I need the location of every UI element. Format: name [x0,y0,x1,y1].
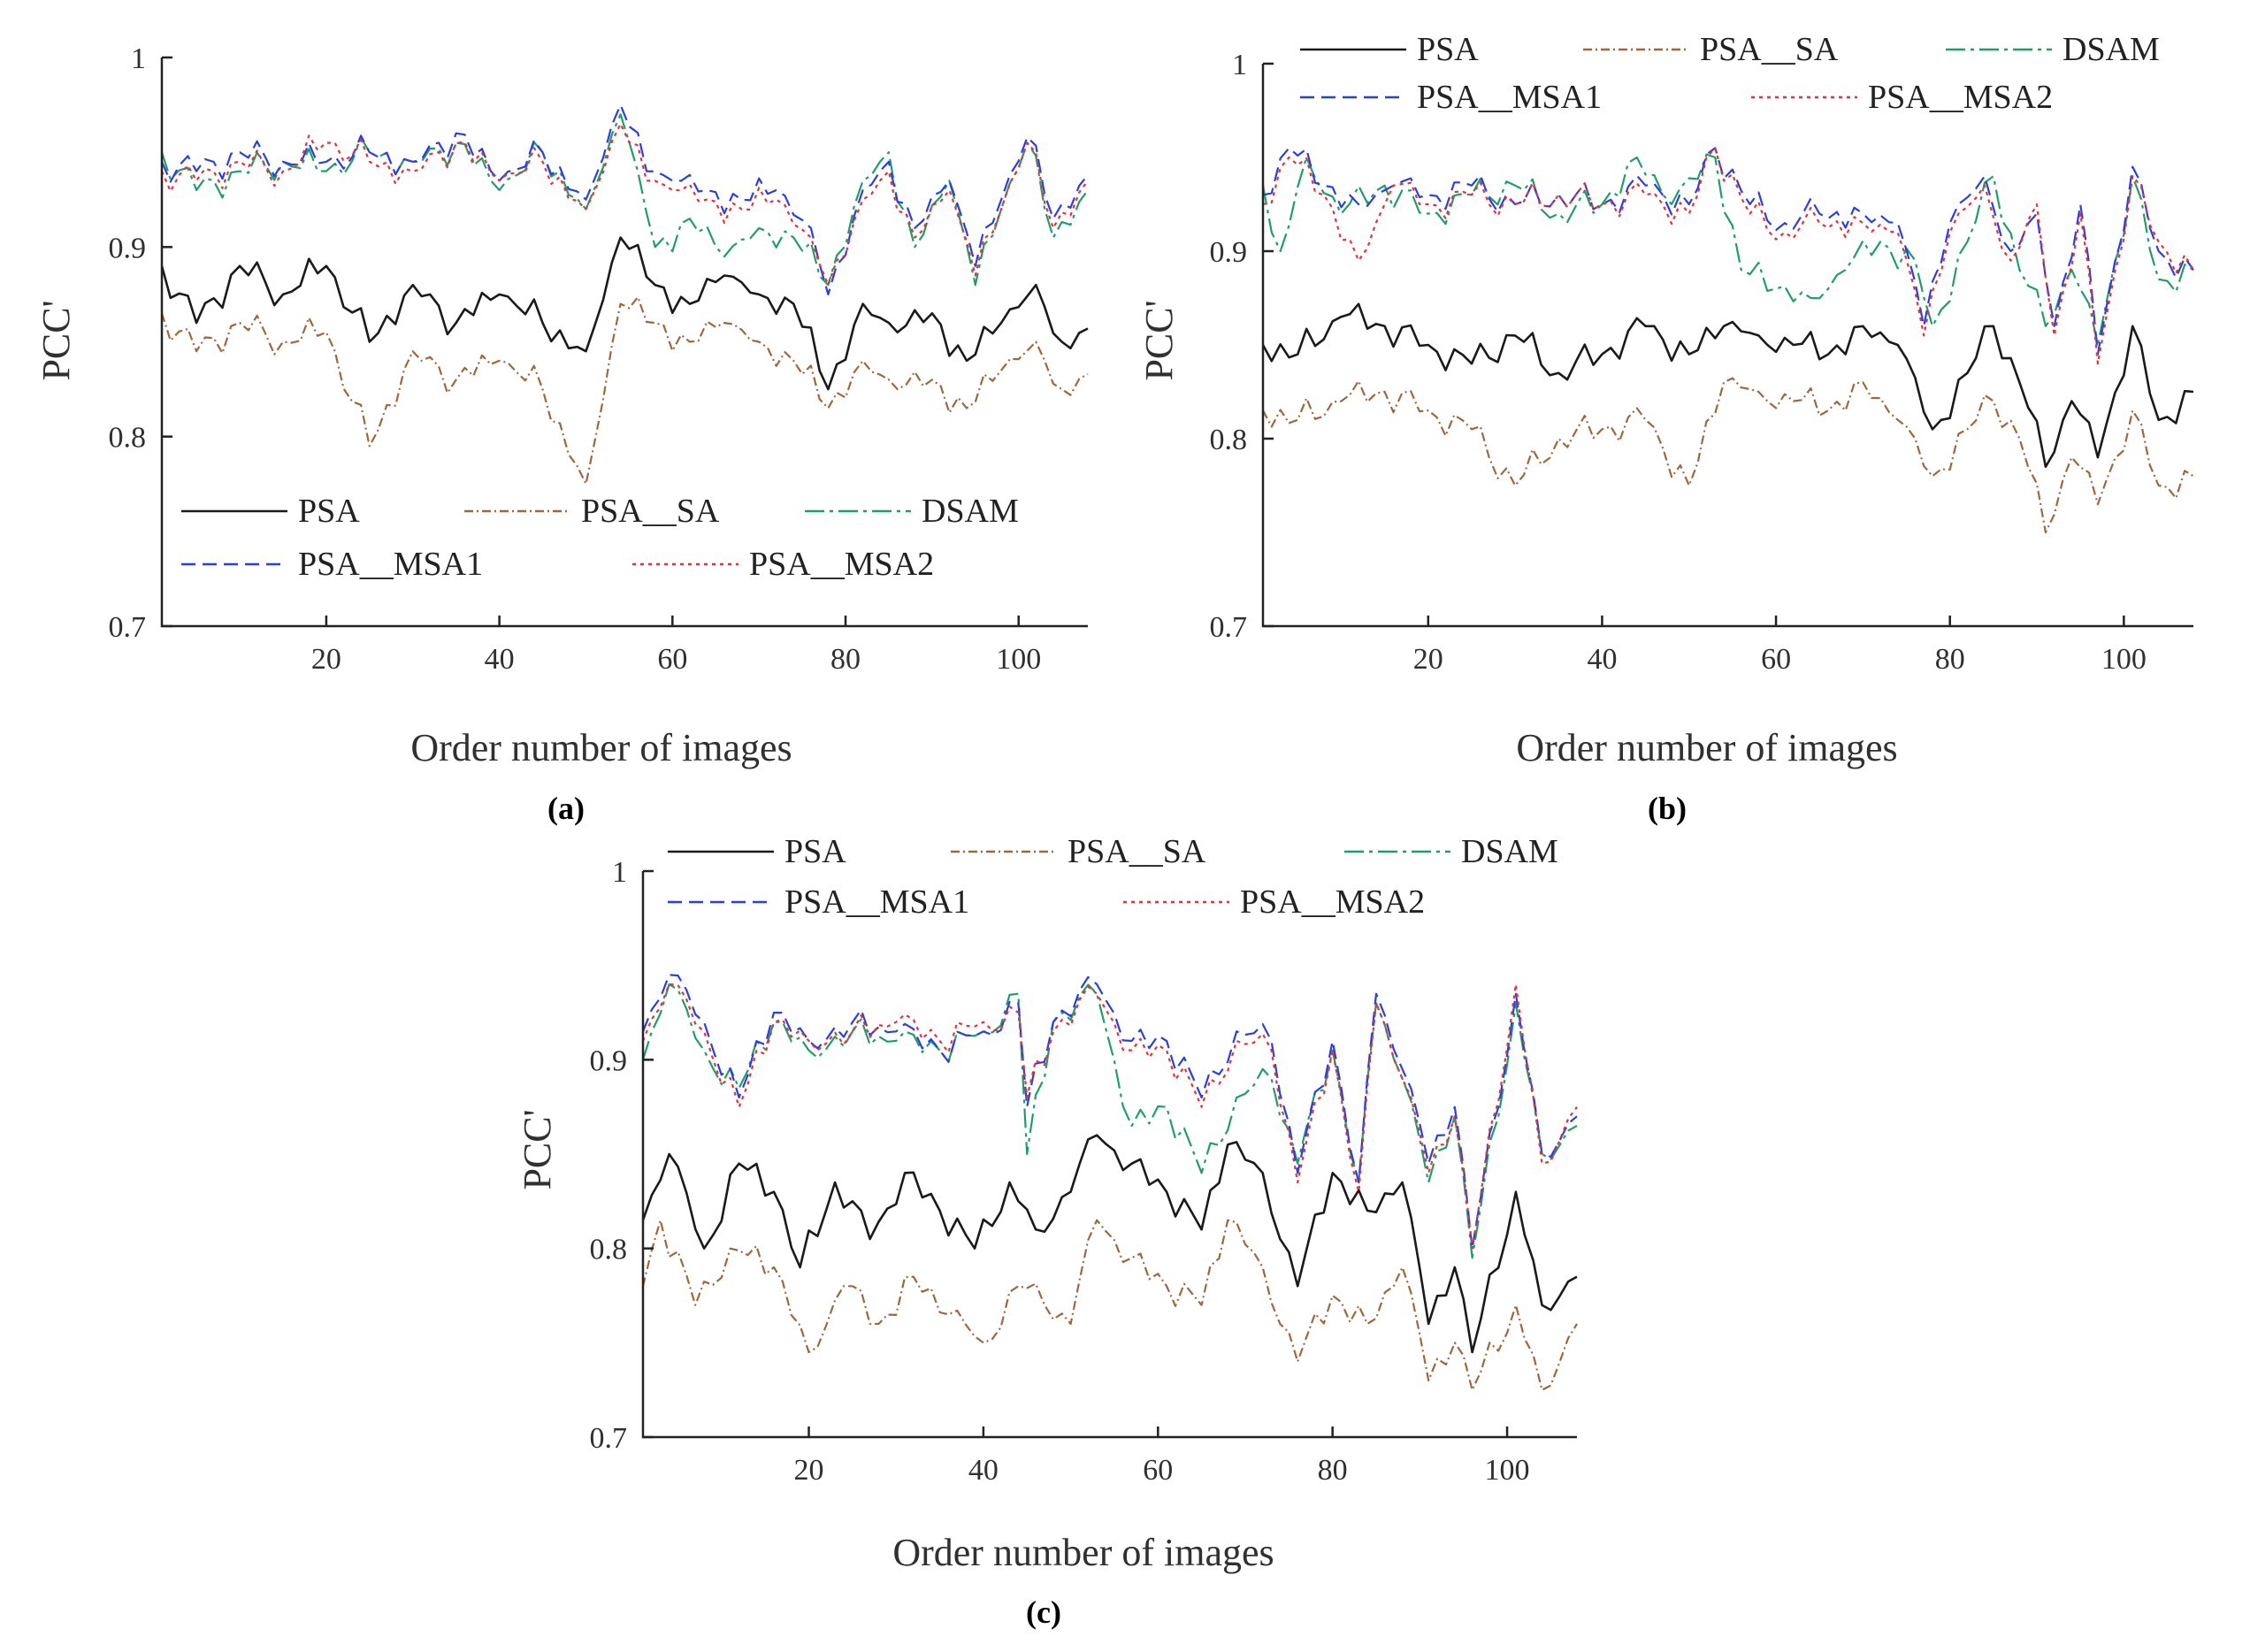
panel-a-y-tick-label: 1 [131,42,146,75]
panel-c-legend: PSA PSA__SA DSAM PSA__MSA1 PSA__MSA2 [668,833,1558,921]
panel-a-legend-label-dsam: DSAM [922,493,1019,530]
panel-c-y-tick-label: 0.8 [590,1234,628,1266]
panel-b-x-tick-label: 80 [1935,643,1965,676]
panel-b-label: (b) [1648,791,1687,826]
panel-c-label: (c) [1026,1595,1061,1630]
panel-c-series-psa-line [641,1134,1578,1354]
panel-b-series-psa-msa1-line [1262,147,2194,356]
panel-c-legend-label-psa-msa2: PSA__MSA2 [1240,883,1425,921]
panel-b-y-tick-label: 1 [1232,49,1247,81]
panel-c-x-tick-label: 60 [1143,1454,1173,1487]
panel-a: 0.7 0.8 0.9 1 20 40 60 80 100 Order number of im… [34,42,1089,826]
panel-a-legend: PSA PSA__SA DSAM PSA__MSA1 PSA__MSA2 [181,493,1019,583]
panel-a-x-tick-label: 40 [485,643,515,676]
panel-a-ticks: 0.7 0.8 0.9 1 20 40 60 80 100 [109,42,1042,676]
panel-b-series-dsam-line [1261,153,2194,347]
panel-c-x-tick-label: 40 [968,1454,999,1487]
panel-c-y-tick-label: 0.7 [590,1422,628,1455]
panel-c-y-tick-label: 1 [612,856,627,889]
panel-b-y-tick-label: 0.8 [1210,424,1248,456]
panel-a-y-tick-label: 0.8 [109,422,147,455]
panel-c-series-psa-sa-line [641,1219,1578,1391]
panel-b-x-tick-label: 40 [1587,643,1617,676]
panel-c-legend-label-psa: PSA [784,833,846,870]
panel-b-y-tick-label: 0.9 [1210,236,1248,269]
panel-c-legend-label-psa-msa1: PSA__MSA1 [784,883,969,921]
panel-b: 0.7 0.8 0.9 1 20 40 60 80 100 Order number of im… [1137,31,2194,826]
panel-b-legend-label-psa-msa2: PSA__MSA2 [1868,79,2053,116]
panel-c-axes [641,871,1577,1439]
panel-c-ticks: 0.7 0.8 0.9 1 20 40 60 80 100 [590,856,1530,1487]
panel-b-legend: PSA PSA__SA DSAM PSA__MSA1 PSA__MSA2 [1300,31,2160,116]
panel-c-series-psa-msa2-line [641,983,1578,1250]
panel-b-axes [1261,64,2193,628]
panel-b-legend-label-psa-sa: PSA__SA [1700,31,1839,68]
panel-b-legend-label-psa: PSA [1417,31,1479,68]
panel-a-x-tick-label: 80 [830,643,861,676]
panel-b-series-lines [1261,147,2194,534]
panel-c-y-tick-label: 0.9 [590,1044,628,1077]
panel-a-label: (a) [547,791,585,826]
panel-b-legend-label-dsam: DSAM [2062,31,2160,68]
panel-a-series-psa-line [160,236,1089,391]
panel-a-series-lines [160,103,1089,486]
panel-c-series-psa-msa1-line [641,974,1578,1250]
panel-b-x-tick-label: 60 [1761,643,1791,676]
panel-c-y-axis-label: PCC' [516,1109,559,1189]
panel-b-series-psa-line [1261,302,2194,469]
panel-a-series-dsam-line [160,113,1089,287]
panel-a-x-tick-label: 100 [996,643,1041,676]
panel-a-x-tick-label: 20 [311,643,341,676]
panel-a-series-psa-msa1-line [160,103,1089,295]
panel-c-x-tick-label: 80 [1318,1454,1348,1487]
panel-c-legend-label-psa-sa: PSA__SA [1068,833,1206,870]
panel-a-y-axis-label: PCC' [34,300,78,380]
panel-a-series-psa-msa2-line [160,122,1089,287]
panel-c-legend-label-dsam: DSAM [1461,833,1558,870]
panel-b-y-tick-label: 0.7 [1210,611,1248,644]
panel-a-x-tick-label: 60 [657,643,687,676]
panel-c: 0.7 0.8 0.9 1 20 40 60 80 100 Order number of im… [516,833,1578,1630]
panel-a-axes [160,57,1088,628]
panel-a-series-psa-sa-line [160,295,1089,486]
panel-a-y-tick-label: 0.7 [109,611,147,644]
panel-b-x-axis-label: Order number of images [1516,726,1897,769]
panel-a-legend-label-psa: PSA [298,493,360,530]
panel-b-ticks: 0.7 0.8 0.9 1 20 40 60 80 100 [1210,49,2147,676]
panel-c-series-lines [641,974,1578,1391]
panel-b-y-axis-label: PCC' [1137,300,1181,380]
panel-c-x-axis-label: Order number of images [892,1531,1274,1574]
panel-a-legend-label-psa-msa2: PSA__MSA2 [749,546,934,583]
panel-a-legend-label-psa-msa1: PSA__MSA1 [298,546,483,583]
panel-a-legend-label-psa-sa: PSA__SA [581,493,720,530]
panel-b-x-tick-label: 100 [2101,643,2147,676]
panel-b-series-psa-sa-line [1262,377,2194,534]
panel-c-x-tick-label: 100 [1485,1454,1530,1487]
panel-a-y-tick-label: 0.9 [109,232,147,264]
panel-b-x-tick-label: 20 [1413,643,1443,676]
panel-c-series-dsam-line [641,983,1578,1259]
panel-b-legend-label-psa-msa1: PSA__MSA1 [1417,79,1602,116]
panel-c-x-tick-label: 20 [794,1454,824,1487]
panel-a-x-axis-label: Order number of images [410,726,792,769]
